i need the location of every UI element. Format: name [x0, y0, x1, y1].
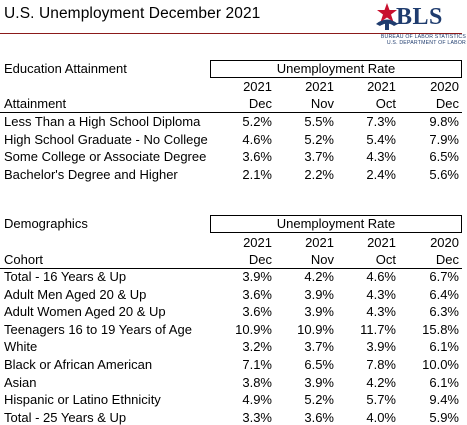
- demographics-col-0-month: Dec: [248, 252, 272, 267]
- demographics-cell: 15.8%: [422, 321, 459, 337]
- education-header-rule: [0, 112, 462, 113]
- demographics-cell: 3.6%: [304, 409, 334, 425]
- demographics-cell: 6.1%: [429, 374, 459, 390]
- education-cell: 4.3%: [366, 149, 396, 164]
- education-cell: 5.2%: [242, 114, 272, 129]
- demographics-row-label: Total - 16 Years & Up: [4, 269, 127, 284]
- education-cell: 4.6%: [242, 131, 272, 147]
- education-cell: 3.6%: [242, 149, 272, 164]
- demographics-cell: 3.9%: [304, 374, 334, 390]
- logo-subtitle-department: U.S. DEPARTMENT OF LABOR: [386, 40, 466, 46]
- demographics-cell: 3.9%: [242, 269, 272, 284]
- education-col-2-year: 2021: [367, 79, 396, 94]
- education-cell: 7.3%: [366, 114, 396, 129]
- demographics-col-2-year: 2021: [367, 235, 396, 250]
- demographics-row-label: Adult Women Aged 20 & Up: [4, 304, 166, 320]
- education-col-2-month: Oct: [375, 96, 396, 111]
- bls-logo: BLS BUREAU OF LABOR STATISTICS U.S. DEPA…: [374, 2, 466, 47]
- demographics-cell: 11.7%: [360, 321, 396, 337]
- demographics-group-header: Unemployment Rate: [210, 215, 462, 233]
- demographics-row-label: Asian: [4, 374, 37, 390]
- demographics-cell: 4.2%: [304, 269, 334, 284]
- demographics-row-label: Black or African American: [4, 357, 153, 372]
- demographics-header-rule: [0, 268, 462, 269]
- education-row-label: Bachelor's Degree and Higher: [4, 166, 178, 182]
- education-cell: 3.7%: [304, 149, 334, 164]
- demographics-cell: 4.2%: [366, 374, 396, 390]
- demographics-cell: 10.0%: [422, 357, 459, 372]
- demographics-cell: 4.6%: [366, 269, 396, 284]
- demographics-cell: 6.7%: [429, 269, 459, 284]
- education-section-label: Education Attainment: [4, 61, 127, 76]
- demographics-col-1-year: 2021: [305, 235, 334, 250]
- education-cell: 5.5%: [304, 114, 334, 129]
- demographics-cell: 3.6%: [242, 286, 272, 302]
- education-col-3-month: Dec: [435, 96, 459, 111]
- education-cell: 5.6%: [429, 166, 459, 182]
- demographics-cell: 5.2%: [304, 392, 334, 408]
- education-col-3-year: 2020: [430, 79, 459, 94]
- education-cell: 6.5%: [429, 149, 459, 164]
- demographics-cell: 4.3%: [366, 286, 396, 302]
- demographics-cell: 3.9%: [366, 339, 396, 355]
- education-col-0-year: 2021: [243, 79, 272, 94]
- demographics-cell: 5.7%: [366, 392, 396, 408]
- demographics-cell: 3.6%: [242, 304, 272, 320]
- demographics-cell: 4.3%: [366, 304, 396, 320]
- demographics-cell: 3.7%: [304, 339, 334, 355]
- demographics-cell: 7.1%: [242, 357, 272, 372]
- demographics-cell: 5.9%: [429, 409, 459, 425]
- education-col-1-year: 2021: [305, 79, 334, 94]
- demographics-cell: 3.9%: [304, 286, 334, 302]
- education-cell: 5.4%: [366, 131, 396, 147]
- education-cell: 2.1%: [242, 166, 272, 182]
- education-col-1-month: Nov: [310, 96, 334, 111]
- demographics-row-label: Adult Men Aged 20 & Up: [4, 286, 147, 302]
- demographics-col-3-month: Dec: [435, 252, 459, 267]
- logo-wordmark: BLS: [396, 4, 443, 30]
- education-row-label: Less Than a High School Diploma: [4, 114, 201, 129]
- demographics-row-header: Cohort: [4, 252, 44, 267]
- demographics-row-label: Hispanic or Latino Ethnicity: [4, 392, 161, 408]
- demographics-col-1-month: Nov: [310, 252, 334, 267]
- logo-subtitle-bureau: BUREAU OF LABOR STATISTICS: [380, 34, 466, 40]
- demographics-row-label: Teenagers 16 to 19 Years of Age: [4, 321, 192, 337]
- demographics-cell: 6.4%: [429, 286, 459, 302]
- demographics-cell: 4.9%: [242, 392, 272, 408]
- demographics-row-label: Total - 25 Years & Up: [4, 409, 127, 425]
- education-row-label: Some College or Associate Degree: [4, 149, 207, 164]
- demographics-cell: 6.1%: [429, 339, 459, 355]
- eagle-icon: [376, 3, 398, 30]
- demographics-cell: 3.8%: [242, 374, 272, 390]
- education-col-0-month: Dec: [248, 96, 272, 111]
- demographics-cell: 3.3%: [242, 409, 272, 425]
- education-row-label: High School Graduate - No College: [4, 131, 208, 147]
- demographics-cell: 4.0%: [366, 409, 396, 425]
- demographics-cell: 10.9%: [235, 321, 272, 337]
- education-cell: 2.4%: [366, 166, 396, 182]
- education-cell: 9.8%: [429, 114, 459, 129]
- education-cell: 2.2%: [304, 166, 334, 182]
- page-title: U.S. Unemployment December 2021: [4, 5, 261, 22]
- demographics-cell: 6.5%: [304, 357, 334, 372]
- demographics-col-2-month: Oct: [375, 252, 396, 267]
- demographics-row-label: White: [4, 339, 38, 355]
- demographics-col-0-year: 2021: [243, 235, 272, 250]
- demographics-cell: 3.2%: [242, 339, 272, 355]
- education-row-header: Attainment: [4, 96, 67, 111]
- education-group-header: Unemployment Rate: [210, 60, 462, 78]
- demographics-cell: 6.3%: [429, 304, 459, 320]
- demographics-section-label: Demographics: [4, 216, 88, 231]
- education-cell: 5.2%: [304, 131, 334, 147]
- demographics-cell: 3.9%: [304, 304, 334, 320]
- education-cell: 7.9%: [429, 131, 459, 147]
- title-divider: [0, 33, 462, 34]
- demographics-cell: 9.4%: [429, 392, 459, 408]
- demographics-cell: 10.9%: [297, 321, 334, 337]
- demographics-col-3-year: 2020: [430, 235, 459, 250]
- demographics-cell: 7.8%: [366, 357, 396, 372]
